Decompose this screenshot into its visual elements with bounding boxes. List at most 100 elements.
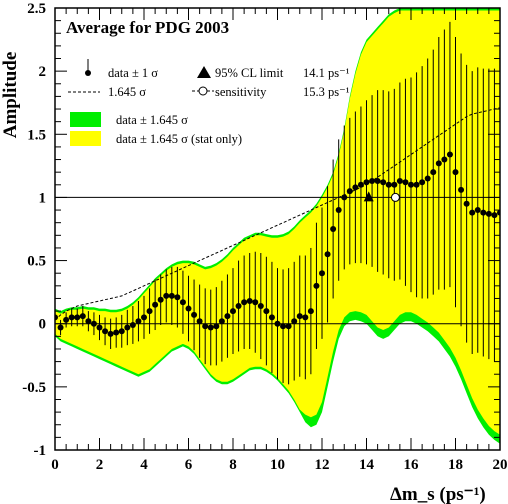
y-tick-label: 0 bbox=[39, 317, 47, 333]
axis-ticks bbox=[54, 7, 501, 451]
data-point bbox=[458, 186, 465, 193]
data-point bbox=[469, 209, 476, 216]
x-tick-label: 12 bbox=[315, 457, 330, 473]
data-point bbox=[85, 318, 92, 325]
y-tick-label: 1 bbox=[39, 190, 47, 206]
data-point bbox=[480, 209, 487, 216]
data-point bbox=[157, 296, 164, 303]
x-axis-title: Δm_s (ps⁻¹) bbox=[390, 484, 486, 504]
special-markers bbox=[363, 191, 400, 202]
y-tick-label: -0.5 bbox=[22, 380, 46, 396]
data-point bbox=[324, 251, 331, 258]
data-point bbox=[207, 324, 214, 331]
data-point bbox=[241, 299, 248, 306]
plot-title: Average for PDG 2003 bbox=[66, 18, 229, 37]
x-tick-label: 2 bbox=[96, 457, 104, 473]
data-point bbox=[452, 169, 459, 176]
data-point bbox=[385, 181, 392, 188]
data-point bbox=[319, 270, 325, 277]
legend-data-1sigma: data ± 1 σ bbox=[108, 66, 158, 80]
data-point bbox=[280, 323, 287, 330]
x-tick-label: 16 bbox=[404, 457, 420, 473]
data-point bbox=[424, 175, 431, 182]
x-tick-label: 20 bbox=[493, 457, 508, 473]
legend-dot-icon bbox=[85, 70, 91, 76]
x-tick-label: 6 bbox=[185, 457, 193, 473]
data-point bbox=[90, 320, 97, 327]
data-point bbox=[402, 179, 409, 186]
data-point bbox=[179, 299, 186, 306]
data-point bbox=[124, 324, 131, 331]
legend-triangle-icon bbox=[197, 66, 211, 78]
data-point bbox=[230, 308, 236, 315]
data-point bbox=[374, 178, 381, 185]
dashed-1645-sigma-curve bbox=[55, 107, 500, 321]
data-points bbox=[55, 151, 500, 337]
data-point bbox=[63, 316, 70, 323]
limit-triangle-marker bbox=[363, 191, 374, 202]
data-point bbox=[346, 188, 353, 195]
data-point bbox=[218, 318, 225, 325]
data-point bbox=[313, 282, 320, 289]
data-point bbox=[302, 314, 309, 321]
x-tick-label: 8 bbox=[229, 457, 237, 473]
data-point bbox=[335, 207, 342, 214]
y-tick-label: -1 bbox=[34, 443, 47, 459]
data-point bbox=[474, 207, 481, 214]
legend-sensitivity: sensitivity bbox=[215, 85, 267, 99]
legend-limit: 95% CL limit bbox=[215, 66, 284, 80]
data-point bbox=[174, 294, 181, 301]
x-tick-label: 0 bbox=[51, 457, 59, 473]
data-point bbox=[235, 303, 242, 310]
data-point bbox=[274, 320, 281, 327]
data-point bbox=[463, 200, 470, 207]
data-point bbox=[485, 210, 492, 217]
data-point bbox=[68, 314, 75, 321]
data-point bbox=[330, 226, 337, 232]
y-tick-label: 2.5 bbox=[27, 1, 46, 17]
x-tick-label: 4 bbox=[140, 457, 148, 473]
data-point bbox=[196, 318, 203, 325]
data-point bbox=[408, 181, 414, 188]
data-point bbox=[96, 324, 103, 331]
data-point bbox=[263, 308, 270, 315]
legend-green-swatch bbox=[70, 112, 101, 127]
data-point bbox=[102, 328, 109, 335]
data-point bbox=[257, 303, 264, 310]
legend-open-circle-icon bbox=[198, 86, 208, 96]
data-point bbox=[135, 318, 142, 325]
data-point bbox=[118, 328, 125, 335]
data-point bbox=[74, 314, 81, 321]
data-point bbox=[291, 318, 298, 325]
data-point bbox=[224, 313, 231, 320]
data-point bbox=[396, 178, 403, 185]
sensitivity-marker bbox=[390, 192, 400, 202]
data-point bbox=[430, 169, 437, 176]
legend-dashed: 1.645 σ bbox=[108, 85, 146, 99]
x-tick-label: 18 bbox=[448, 457, 463, 473]
x-tick-label: 10 bbox=[270, 457, 285, 473]
data-point bbox=[107, 330, 114, 337]
data-point bbox=[352, 184, 359, 191]
data-point bbox=[296, 313, 303, 320]
y-tick-label: 1.5 bbox=[27, 127, 46, 143]
data-point bbox=[246, 297, 253, 304]
data-point bbox=[268, 314, 275, 321]
data-point bbox=[163, 292, 170, 299]
data-point bbox=[57, 324, 64, 331]
data-point bbox=[413, 181, 420, 188]
y-tick-label: 0.5 bbox=[27, 254, 46, 270]
data-point bbox=[168, 292, 175, 299]
data-point bbox=[191, 311, 198, 318]
y-axis-title: Amplitude bbox=[0, 52, 21, 139]
x-tick-label: 14 bbox=[359, 457, 375, 473]
data-point bbox=[419, 179, 426, 186]
legend-limit-value: 14.1 ps⁻¹ bbox=[303, 66, 350, 80]
tick-labels: 0 2 4 6 8 10 12 14 16 18 20 -1 -0.5 0 0.5 1 1.5 2 2.5 bbox=[22, 1, 507, 473]
legend-yellow-swatch bbox=[70, 131, 101, 146]
data-point bbox=[357, 181, 364, 188]
data-point bbox=[363, 179, 370, 186]
data-point bbox=[113, 329, 120, 336]
data-point bbox=[341, 194, 348, 201]
